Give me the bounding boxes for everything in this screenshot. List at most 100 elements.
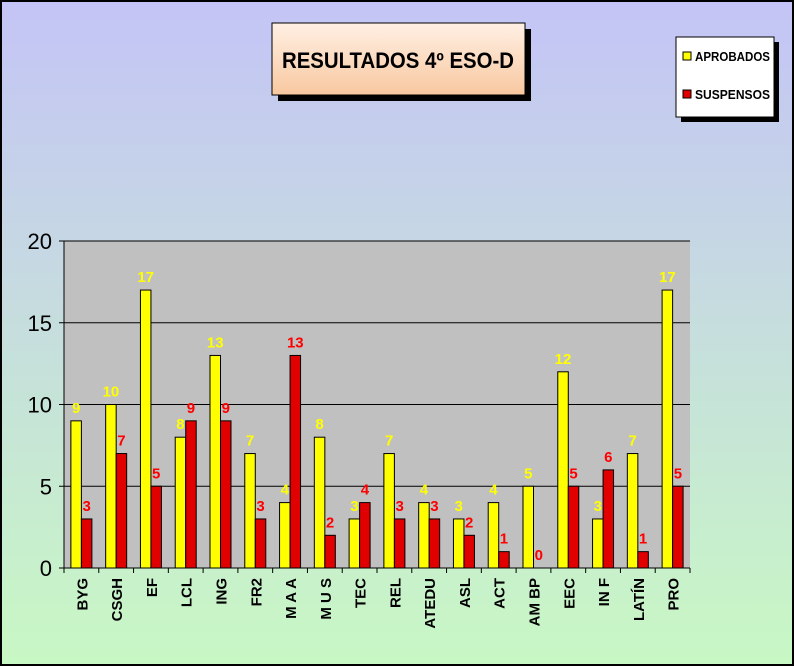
- bar: [393, 518, 406, 569]
- bar: [80, 518, 93, 569]
- x-tick-label: TEC: [353, 578, 370, 608]
- x-tick-label: ING: [214, 578, 231, 605]
- data-label: 5: [524, 465, 532, 482]
- bar: [174, 436, 187, 569]
- bar: [220, 420, 232, 569]
- bar: [185, 420, 197, 569]
- data-label: 1: [500, 531, 508, 548]
- bar: [487, 502, 500, 569]
- data-label: 1: [639, 531, 647, 548]
- x-tick-label: ATEDU: [422, 578, 439, 629]
- data-label: 4: [281, 482, 290, 499]
- bar: [105, 404, 117, 569]
- bar: [150, 485, 162, 569]
- bar: [452, 518, 465, 569]
- x-tick-label: IN F: [596, 578, 613, 606]
- bar: [289, 354, 302, 569]
- bar: [557, 371, 569, 569]
- bar: [209, 354, 221, 569]
- data-label: 7: [246, 433, 254, 450]
- data-label: 9: [72, 400, 80, 417]
- data-label: 3: [594, 498, 602, 515]
- x-tick-label: CSGH: [109, 578, 126, 621]
- bar: [279, 502, 291, 569]
- x-tick-label: M U S: [318, 578, 335, 620]
- bar: [254, 518, 267, 569]
- data-label: 6: [604, 449, 612, 466]
- legend-label: SUSPENSOS: [695, 87, 770, 102]
- bar: [672, 485, 684, 569]
- data-label: 3: [256, 498, 264, 515]
- bar: [592, 518, 604, 569]
- data-label: 13: [207, 334, 224, 351]
- bar: [522, 485, 534, 569]
- data-label: 9: [187, 400, 195, 417]
- bar: [428, 518, 441, 569]
- legend-swatch: [682, 51, 692, 61]
- data-label: 9: [222, 400, 230, 417]
- data-label: 4: [420, 482, 429, 499]
- x-tick-label: AM BP: [527, 578, 544, 626]
- data-label: 2: [326, 514, 334, 531]
- bar: [313, 436, 326, 569]
- data-label: 3: [395, 498, 403, 515]
- legend-swatch: [682, 89, 692, 99]
- data-label: 3: [350, 498, 358, 515]
- data-label: 2: [465, 514, 473, 531]
- bar: [324, 534, 336, 569]
- data-label: 7: [117, 433, 125, 450]
- data-label: 7: [628, 433, 636, 450]
- bar: [463, 534, 475, 569]
- chart-title: RESULTADOS 4º ESO-D: [282, 48, 514, 73]
- data-label: 17: [659, 269, 676, 286]
- bar: [418, 502, 430, 569]
- bar: [661, 289, 674, 569]
- y-tick-label: 10: [28, 393, 52, 418]
- x-tick-label: ACT: [492, 578, 509, 609]
- x-tick-label: LCL: [179, 578, 196, 607]
- bar: [567, 485, 580, 569]
- y-tick-label: 5: [40, 474, 52, 499]
- bar: [139, 289, 152, 569]
- data-label: 17: [137, 269, 154, 286]
- x-tick-label: BYG: [74, 578, 91, 611]
- y-tick-label: 0: [40, 556, 52, 581]
- bar: [626, 453, 639, 569]
- x-tick-label: LATÍN: [631, 578, 648, 621]
- bar: [244, 453, 256, 569]
- data-label: 3: [82, 498, 90, 515]
- data-label: 13: [287, 334, 304, 351]
- y-tick-label: 15: [28, 311, 52, 336]
- legend: [675, 36, 775, 118]
- x-tick-label: FR2: [248, 578, 265, 606]
- bar: [348, 518, 361, 569]
- data-label: 4: [489, 482, 498, 499]
- bar: [359, 502, 371, 569]
- x-tick-label: EF: [144, 578, 161, 597]
- x-tick-label: EEC: [561, 578, 578, 609]
- x-tick-label: M A A: [283, 578, 300, 619]
- bar: [115, 453, 128, 569]
- data-label: 4: [361, 482, 370, 499]
- data-label: 12: [555, 351, 572, 368]
- data-label: 5: [152, 465, 160, 482]
- data-label: 8: [315, 416, 323, 433]
- data-label: 10: [103, 384, 120, 401]
- data-label: 3: [455, 498, 463, 515]
- data-label: 7: [385, 433, 393, 450]
- data-label: 8: [176, 416, 184, 433]
- title-box: [271, 22, 526, 96]
- bar: [383, 453, 395, 569]
- data-label: 3: [430, 498, 438, 515]
- data-label: 5: [674, 465, 682, 482]
- bar: [70, 420, 82, 569]
- x-tick-label: PRO: [666, 578, 683, 611]
- data-label: 5: [569, 465, 577, 482]
- legend-label: APROBADOS: [695, 49, 770, 64]
- bar: [498, 551, 510, 569]
- bar: [637, 551, 649, 569]
- bar: [602, 469, 615, 569]
- x-tick-label: ASL: [457, 578, 474, 608]
- data-label: 0: [535, 547, 543, 564]
